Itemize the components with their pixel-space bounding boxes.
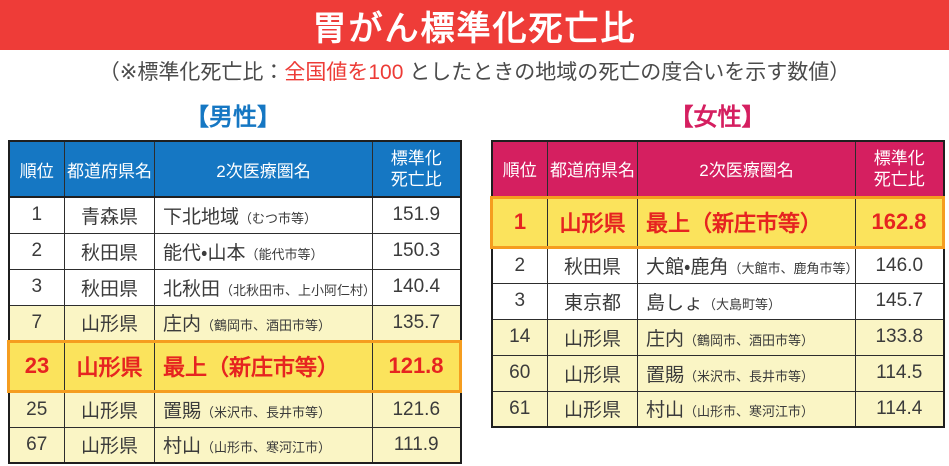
rank-cell: 3 (491, 282, 548, 320)
area-note: （北秋田市、上小阿仁村） (220, 282, 373, 298)
male-heading: 【男性】 (185, 104, 281, 131)
area-note: （むつ市等） (239, 210, 318, 226)
rank-cell: 1 (8, 196, 65, 234)
area-note: （山形市、寒河江市） (201, 440, 332, 456)
area-note: （大島町等） (703, 296, 782, 312)
table-row: 2 秋田県 大館・鹿角（大館市、鹿角市等） 146.0 (491, 246, 944, 284)
male-table-section: 【男性】 順位 都道府県名 2次医療圏名 標準化 死亡比 1 青森県 下北地域（む… (7, 100, 462, 464)
female-header-row: 順位 都道府県名 2次医療圏名 標準化 死亡比 (491, 140, 944, 198)
smr-cell: 121.8 (372, 339, 462, 393)
subtitle-prefix: （※標準化死亡比： (98, 61, 285, 84)
col-header-rank: 順位 (491, 140, 548, 198)
col-header-rank: 順位 (8, 140, 65, 198)
highlighted-table-row: 23 山形県 最上（新庄市等） 121.8 (7, 339, 462, 393)
rank-cell: 2 (491, 246, 548, 284)
table-row: 25 山形県 置賜（米沢市、長井市等） 121.6 (8, 390, 461, 428)
pref-cell: 山形県 (64, 390, 155, 428)
smr-cell: 114.4 (855, 390, 944, 428)
smr-cell: 145.7 (855, 282, 944, 320)
pref-cell: 秋田県 (547, 246, 638, 284)
rank-cell: 60 (491, 354, 548, 392)
col-header-area: 2次医療圏名 (637, 140, 856, 198)
area-cell: 最上（新庄市等） (637, 195, 856, 249)
smr-cell: 121.6 (372, 390, 461, 428)
col-header-pref: 都道府県名 (64, 140, 155, 198)
smr-cell: 146.0 (855, 246, 944, 284)
pref-cell: 山形県 (547, 354, 638, 392)
table-row: 67 山形県 村山（山形市、寒河江市） 111.9 (8, 426, 461, 464)
rank-cell: 1 (490, 195, 548, 249)
smr-cell: 151.9 (372, 196, 461, 234)
pref-cell: 秋田県 (64, 232, 155, 270)
pref-cell: 東京都 (547, 282, 638, 320)
area-cell: 村山（山形市、寒河江市） (154, 426, 373, 464)
area-cell: 島しょ（大島町等） (637, 282, 856, 320)
female-table: 順位 都道府県名 2次医療圏名 標準化 死亡比 1 山形県 最上（新庄市等） 16… (490, 140, 945, 428)
pref-cell: 山形県 (547, 390, 638, 428)
area-cell: 庄内（鶴岡市、酒田市等） (637, 318, 856, 356)
table-row: 2 秋田県 能代・山本（能代市等） 150.3 (8, 232, 461, 270)
area-cell: 大館・鹿角（大館市、鹿角市等） (637, 246, 856, 284)
area-note: （鶴岡市、酒田市等） (684, 332, 815, 348)
rank-cell: 25 (8, 390, 65, 428)
table-row: 14 山形県 庄内（鶴岡市、酒田市等） 133.8 (491, 318, 944, 356)
smr-cell: 162.8 (855, 195, 945, 249)
area-cell: 置賜（米沢市、長井市等） (154, 390, 373, 428)
smr-cell: 111.9 (372, 426, 461, 464)
area-note: （米沢市、長井市等） (684, 368, 815, 384)
area-cell: 北秋田（北秋田市、上小阿仁村） (154, 268, 373, 306)
rank-cell: 67 (8, 426, 65, 464)
col-header-pref: 都道府県名 (547, 140, 638, 198)
pref-cell: 山形県 (547, 195, 638, 249)
smr-cell: 114.5 (855, 354, 944, 392)
table-row: 60 山形県 置賜（米沢市、長井市等） 114.5 (491, 354, 944, 392)
area-cell: 村山（山形市、寒河江市） (637, 390, 856, 428)
highlighted-table-row: 1 山形県 最上（新庄市等） 162.8 (490, 195, 945, 249)
table-row: 3 東京都 島しょ（大島町等） 145.7 (491, 282, 944, 320)
pref-cell: 青森県 (64, 196, 155, 234)
title-banner: 胃がん標準化死亡比 (0, 0, 949, 50)
col-header-area: 2次医療圏名 (154, 140, 373, 198)
col-header-smr: 標準化 死亡比 (372, 140, 461, 198)
male-header-row: 順位 都道府県名 2次医療圏名 標準化 死亡比 (8, 140, 461, 198)
pref-cell: 山形県 (547, 318, 638, 356)
area-note: （米沢市、長井市等） (201, 405, 332, 420)
page-title: 胃がん標準化死亡比 (312, 9, 637, 48)
table-row: 1 青森県 下北地域（むつ市等） 151.9 (8, 196, 461, 234)
table-row: 7 山形県 庄内（鶴岡市、酒田市等） 135.7 (8, 304, 461, 342)
area-cell: 最上（新庄市等） (154, 339, 373, 393)
pref-cell: 山形県 (64, 426, 155, 464)
area-cell: 庄内（鶴岡市、酒田市等） (154, 304, 373, 342)
pref-cell: 秋田県 (64, 268, 155, 306)
smr-cell: 135.7 (372, 304, 461, 342)
female-table-section: 【女性】 順位 都道府県名 2次医療圏名 標準化 死亡比 1 山形県 最上（新庄市… (490, 100, 945, 428)
area-cell: 能代・山本（能代市等） (154, 232, 373, 270)
table-row: 3 秋田県 北秋田（北秋田市、上小阿仁村） 140.4 (8, 268, 461, 306)
area-cell: 置賜（米沢市、長井市等） (637, 354, 856, 392)
pref-cell: 山形県 (64, 304, 155, 342)
rank-cell: 7 (8, 304, 65, 342)
area-note: （山形市、寒河江市） (684, 404, 815, 420)
table-row: 61 山形県 村山（山形市、寒河江市） 114.4 (491, 390, 944, 428)
smr-cell: 140.4 (372, 268, 461, 306)
pref-cell: 山形県 (64, 339, 155, 393)
area-note: （鶴岡市、酒田市等） (201, 318, 332, 333)
rank-cell: 3 (8, 268, 65, 306)
subtitle-suffix: としたときの地域の死亡の度合いを示す数値） (403, 61, 851, 84)
subtitle-highlight: 全国値を100 (284, 61, 404, 84)
area-note: （能代市等） (245, 246, 324, 262)
area-cell: 下北地域（むつ市等） (154, 196, 373, 234)
male-table: 順位 都道府県名 2次医療圏名 標準化 死亡比 1 青森県 下北地域（むつ市等） … (7, 140, 462, 464)
smr-cell: 133.8 (855, 318, 944, 356)
rank-cell: 14 (491, 318, 548, 356)
rank-cell: 23 (7, 339, 65, 393)
female-heading: 【女性】 (669, 104, 766, 131)
rank-cell: 2 (8, 232, 65, 270)
rank-cell: 61 (491, 390, 548, 428)
subtitle: （※標準化死亡比：全国値を100 としたときの地域の死亡の度合いを示す数値） (0, 56, 949, 86)
col-header-smr: 標準化 死亡比 (855, 140, 944, 198)
smr-cell: 150.3 (372, 232, 461, 270)
area-note: （大館市、鹿角市等） (728, 261, 856, 276)
